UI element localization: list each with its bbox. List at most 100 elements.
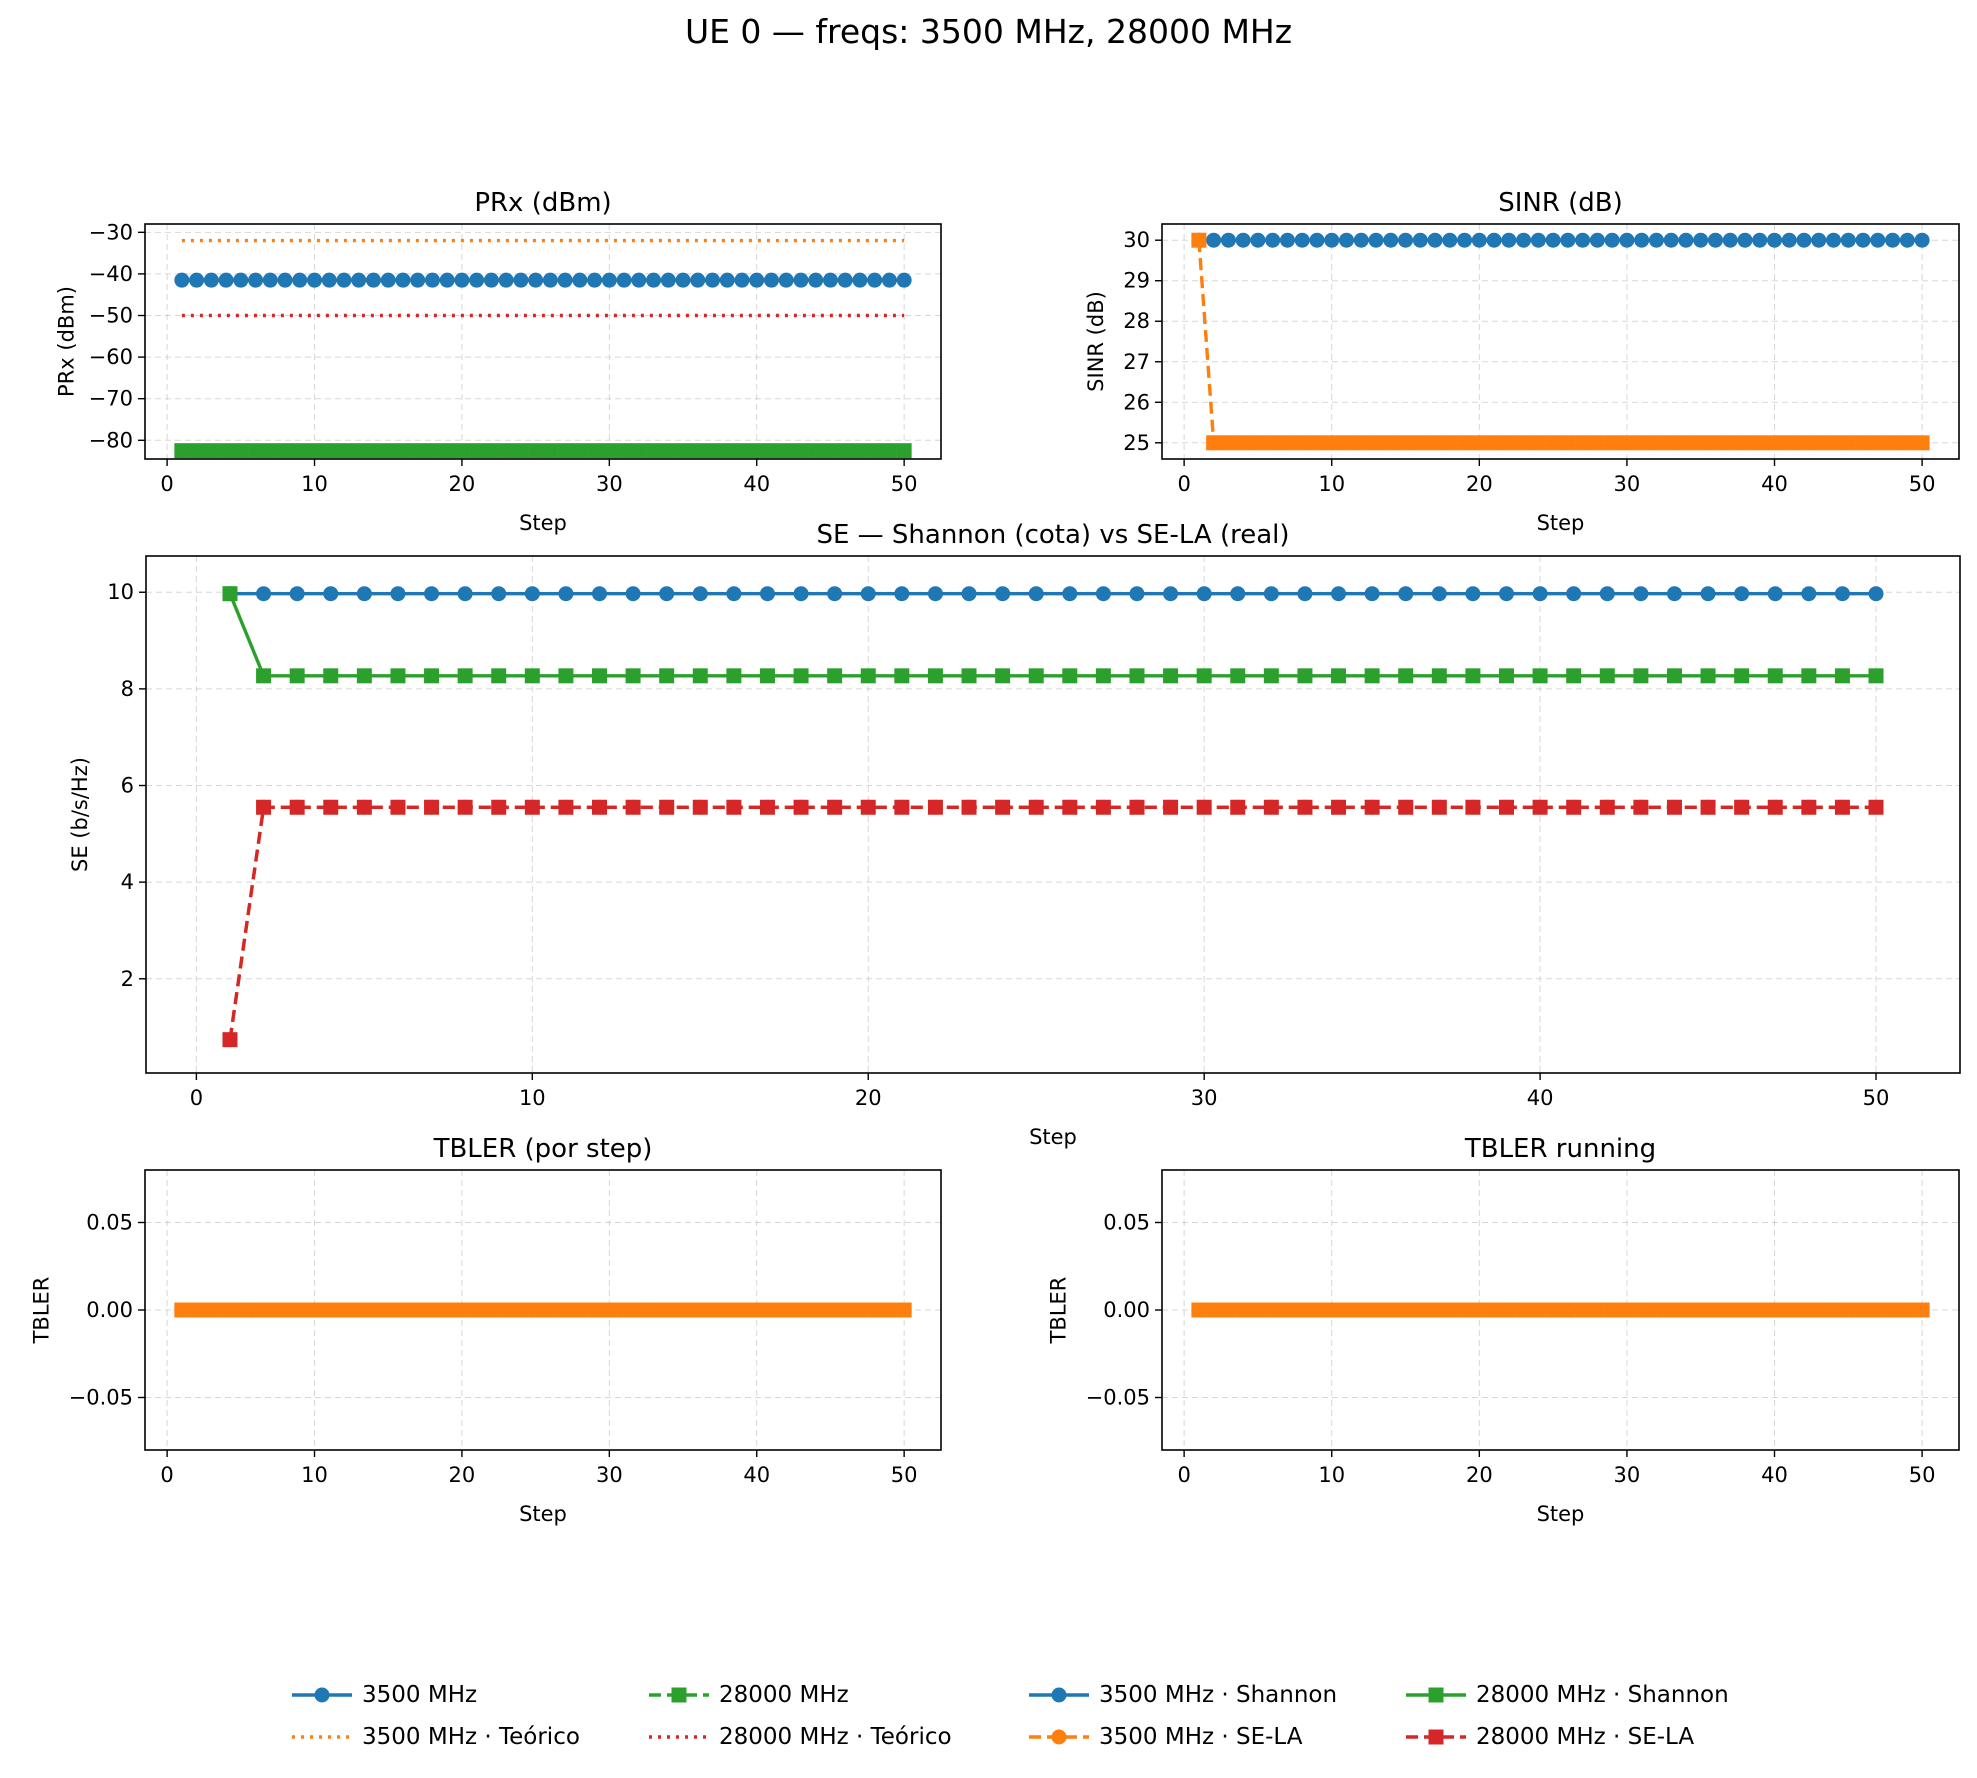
point-prx-0-19: [439, 272, 455, 288]
point-prx-2-34: [660, 443, 676, 459]
point-se-0-5: [356, 586, 372, 602]
point-sinr-0-39: [1752, 232, 1768, 248]
point-se-0-30: [1196, 586, 1212, 602]
point-sinr-1-24: [1530, 435, 1546, 451]
point-sinr-0-9: [1309, 232, 1325, 248]
point-prx-2-31: [616, 443, 632, 459]
point-tbler_running-1-31: [1634, 1302, 1650, 1318]
point-sinr-1-36: [1707, 435, 1723, 451]
point-prx-0-50: [896, 272, 912, 288]
legend-swatch-3500-shannon: [1029, 1687, 1089, 1703]
point-sinr-1-5: [1250, 435, 1266, 451]
point-tbler_running-1-45: [1840, 1302, 1856, 1318]
point-se-3-11: [558, 799, 574, 815]
point-se-0-42: [1599, 586, 1615, 602]
subplot-sinr: 0 10 20 30 40 50 25 26 27 28 29 30 SINR (dB) Step SINR…: [1084, 188, 1960, 535]
point-se-2-49: [1834, 668, 1850, 684]
point-prx-0-38: [719, 272, 735, 288]
point-prx-0-10: [307, 272, 323, 288]
xtick-label-prx-10: 10: [301, 472, 328, 496]
point-se-3-18: [793, 799, 809, 815]
point-se-2-17: [759, 668, 775, 684]
point-tbler-1-8: [277, 1302, 293, 1318]
point-tbler_running-1-2: [1206, 1302, 1222, 1318]
point-prx-2-9: [292, 443, 308, 459]
point-tbler_running-1-24: [1530, 1302, 1546, 1318]
point-se-2-38: [1465, 668, 1481, 684]
point-se-2-20: [860, 668, 876, 684]
point-sinr-1-25: [1545, 435, 1561, 451]
xtick-label-tbler-20: 20: [449, 1463, 476, 1487]
point-sinr-0-30: [1619, 232, 1635, 248]
point-prx-0-3: [203, 272, 219, 288]
point-se-2-50: [1868, 668, 1884, 684]
point-prx-2-38: [719, 443, 735, 459]
ytick-label-tbler-1: 0.00: [86, 1298, 133, 1322]
ytick-label-se-1: 4: [121, 870, 134, 894]
point-tbler-1-34: [660, 1302, 676, 1318]
point-sinr-0-41: [1781, 232, 1797, 248]
point-sinr-1-4: [1235, 435, 1251, 451]
point-se-0-21: [894, 586, 910, 602]
legend-marker-7: [1428, 1729, 1444, 1745]
point-sinr-1-32: [1648, 435, 1664, 451]
point-sinr-1-11: [1338, 435, 1354, 451]
point-tbler-1-19: [439, 1302, 455, 1318]
point-prx-2-1: [174, 443, 190, 459]
point-prx-0-2: [189, 272, 205, 288]
point-se-0-19: [827, 586, 843, 602]
point-sinr-1-29: [1604, 435, 1620, 451]
point-tbler_running-1-38: [1737, 1302, 1753, 1318]
point-prx-0-33: [646, 272, 662, 288]
point-prx-2-41: [763, 443, 779, 459]
point-se-0-6: [390, 586, 406, 602]
point-sinr-1-15: [1398, 435, 1414, 451]
point-sinr-0-25: [1545, 232, 1561, 248]
ytick-label-prx-3: −50: [89, 304, 133, 328]
ylabel-se: SE (b/s/Hz): [68, 757, 92, 872]
point-tbler_running-1-25: [1545, 1302, 1561, 1318]
point-se-3-27: [1095, 799, 1111, 815]
point-prx-0-44: [808, 272, 824, 288]
point-se-3-33: [1297, 799, 1313, 815]
point-sinr-1-31: [1634, 435, 1650, 451]
point-prx-0-32: [631, 272, 647, 288]
point-prx-2-45: [822, 443, 838, 459]
point-se-0-35: [1364, 586, 1380, 602]
point-se-2-25: [1028, 668, 1044, 684]
point-prx-0-8: [277, 272, 293, 288]
xlabel-se: Step: [1029, 1125, 1077, 1149]
point-se-2-27: [1095, 668, 1111, 684]
point-sinr-0-21: [1486, 232, 1502, 248]
legend-marker-6: [1428, 1687, 1444, 1703]
point-se-2-44: [1666, 668, 1682, 684]
point-se-2-26: [1062, 668, 1078, 684]
point-se-2-4: [323, 668, 339, 684]
point-tbler-1-44: [808, 1302, 824, 1318]
subplot-title-prx: PRx (dBm): [474, 188, 611, 218]
point-tbler-1-16: [395, 1302, 411, 1318]
point-prx-0-7: [262, 272, 278, 288]
point-sinr-0-31: [1634, 232, 1650, 248]
point-se-3-7: [424, 799, 440, 815]
ytick-label-prx-0: −80: [89, 428, 133, 452]
point-se-3-13: [625, 799, 641, 815]
point-tbler_running-1-10: [1324, 1302, 1340, 1318]
xtick-label-prx-40: 40: [743, 472, 770, 496]
point-prx-2-18: [424, 443, 440, 459]
point-prx-2-4: [218, 443, 234, 459]
legend-item-28000-shannon: 28000 MHz · Shannon: [1404, 1680, 1824, 1710]
point-se-2-5: [356, 668, 372, 684]
legend-item-28000-teorico: 28000 MHz · Teórico: [647, 1722, 1067, 1752]
xtick-label-tbler-50: 50: [891, 1463, 918, 1487]
point-sinr-1-50: [1914, 435, 1930, 451]
point-se-3-38: [1465, 799, 1481, 815]
point-se-2-35: [1364, 668, 1380, 684]
point-prx-0-43: [793, 272, 809, 288]
point-tbler_running-1-3: [1220, 1302, 1236, 1318]
point-tbler-1-13: [351, 1302, 367, 1318]
legend: 3500 MHz 3500 MHz · Teórico 28000 MHz 28…: [0, 1680, 1977, 1770]
xtick-label-sinr-20: 20: [1466, 472, 1493, 496]
point-sinr-0-14: [1383, 232, 1399, 248]
point-sinr-0-26: [1560, 232, 1576, 248]
